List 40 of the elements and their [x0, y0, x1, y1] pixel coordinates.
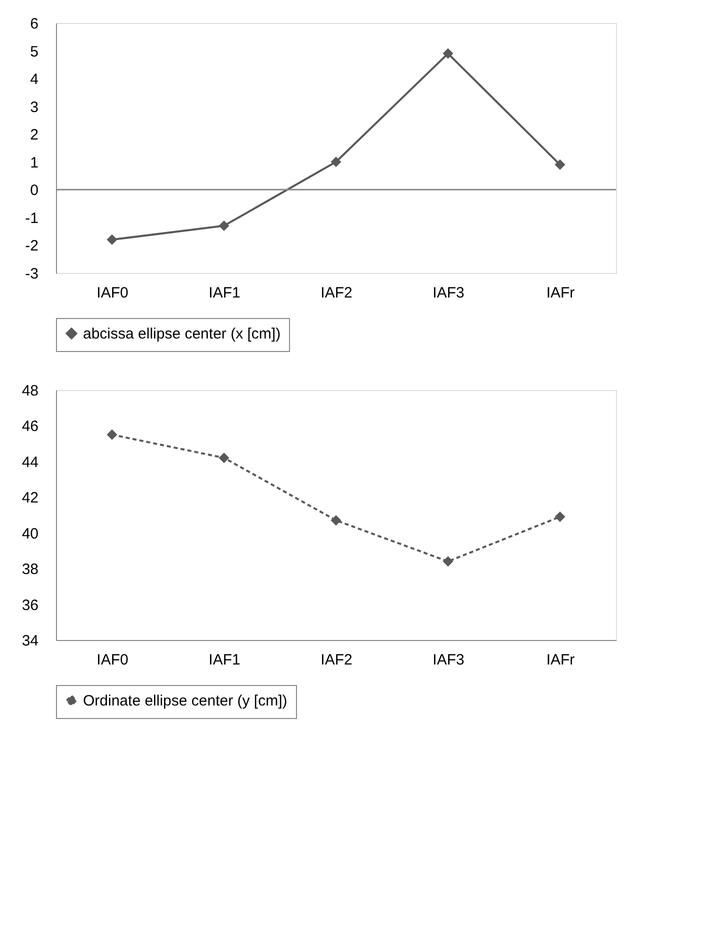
point: [218, 452, 230, 464]
y-tick-label: 40: [22, 525, 38, 542]
point: [330, 515, 342, 526]
y-tick-label: 48: [22, 382, 38, 400]
y-tick-label: 4: [30, 71, 38, 88]
x-tick-label: IAF1: [208, 652, 240, 668]
y-tick-label: -3: [25, 266, 38, 282]
legend-label: Ordinate ellipse center (y [cm]): [83, 692, 288, 710]
x-tick-label: IAFr: [546, 652, 575, 668]
x-tick-label: IAF0: [96, 652, 128, 668]
x-tick-label: IAF2: [320, 652, 352, 668]
y-tick-label: -1: [25, 210, 38, 227]
point: [442, 556, 454, 567]
y-tick-label: 6: [30, 16, 38, 32]
y-tick-label: 46: [22, 418, 38, 436]
point: [330, 156, 342, 168]
x-tick-label: IAF1: [208, 284, 240, 302]
y-tick-label: 1: [30, 154, 38, 172]
y-tick-label: 34: [22, 632, 38, 650]
point: [106, 429, 118, 440]
point: [554, 512, 566, 522]
x-tick-label: IAF2: [320, 284, 352, 302]
point: [554, 159, 566, 170]
y-tick-label: 38: [22, 561, 38, 578]
y-tick-label: 44: [22, 454, 38, 471]
legend-label: abcissa ellipse center (x [cm]): [83, 326, 281, 342]
x-tick-label: IAFr: [546, 284, 575, 302]
y-tick-label: 5: [30, 43, 38, 60]
point: [218, 220, 230, 232]
x-tick-label: IAF3: [432, 284, 464, 302]
y-tick-label: 42: [22, 490, 38, 507]
y-tick-label: 0: [30, 182, 38, 200]
x-tick-label: IAF0: [96, 284, 128, 302]
y-tick-label: 2: [30, 126, 38, 144]
y-tick-label: -2: [25, 238, 38, 255]
point: [442, 48, 454, 59]
x-tick-label: IAF3: [432, 652, 464, 668]
y-tick-label: 3: [30, 98, 38, 116]
y-tick-label: 36: [22, 596, 38, 614]
point: [106, 234, 118, 245]
